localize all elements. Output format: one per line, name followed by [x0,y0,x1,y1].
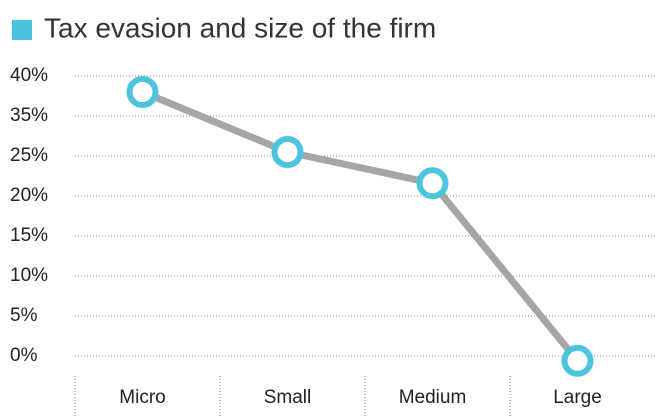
y-tick-label: 15% [10,225,48,246]
y-tick-label: 10% [10,265,48,286]
x-tick-label: Medium [399,387,467,408]
x-tick-label: Large [553,387,602,408]
y-tick-label: 25% [10,145,48,166]
point-marker [416,167,449,200]
y-tick-label: 35% [10,105,48,126]
series-line [141,88,581,364]
y-tick-label: 5% [10,305,38,326]
y-tick-label: 40% [10,65,48,86]
x-tick-label: Small [264,387,312,408]
point-marker [271,136,304,168]
chart-title: Tax evasion and size of the firm [44,12,436,43]
title-marker [12,20,32,40]
point-marker [561,344,594,377]
x-tick-label: Micro [119,387,165,408]
y-tick-label: 20% [10,185,48,206]
point-marker [126,76,159,108]
y-tick-label: 0% [10,345,38,366]
